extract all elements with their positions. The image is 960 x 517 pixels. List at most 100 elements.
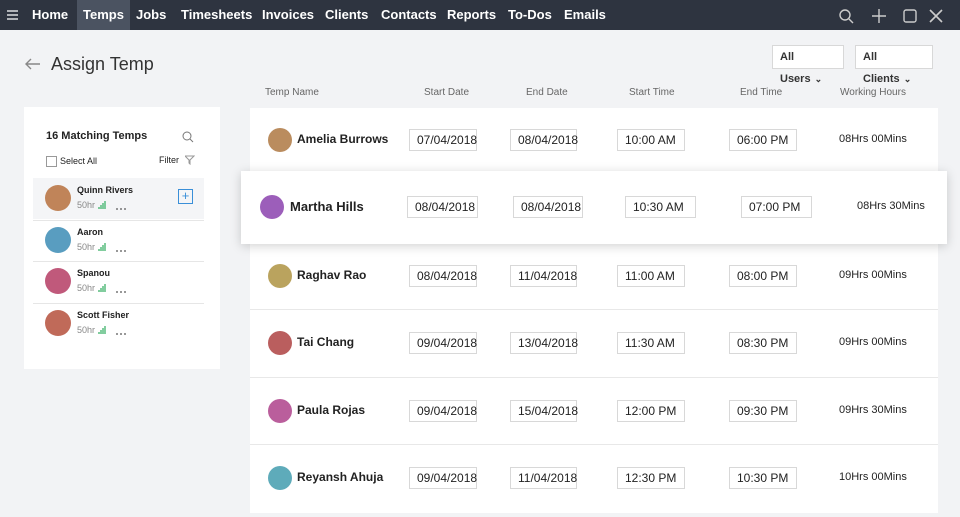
nav-bar: Home Temps Jobs Timesheets Invoices Clients Co… xyxy=(0,0,960,30)
filter-dropdown[interactable]: All Clients ⌄ xyxy=(855,45,933,85)
sidebar-title: 16 Matching Temps xyxy=(46,130,148,142)
nav-item[interactable]: Home xyxy=(32,7,69,22)
date-field[interactable]: 08/04/2018 xyxy=(407,196,478,218)
nav-item[interactable]: Jobs xyxy=(136,7,167,22)
highlighted-row xyxy=(241,171,947,244)
avatar xyxy=(45,185,71,211)
date-field[interactable]: 07/04/2018 xyxy=(409,129,477,151)
date-field[interactable]: 13/04/2018 xyxy=(510,332,578,354)
chevron: ⌄ xyxy=(903,74,912,84)
avatar xyxy=(45,268,71,294)
date-field[interactable]: 08/04/2018 xyxy=(510,129,578,151)
filter-text: All Clients xyxy=(863,51,900,85)
working-hours: 09Hrs 00Mins xyxy=(839,268,907,281)
temp-name: Tai Chang xyxy=(297,335,355,349)
time-field[interactable]: 10:30 AM xyxy=(625,196,696,218)
date-field[interactable]: 11/04/2018 xyxy=(510,264,577,287)
time-field[interactable]: 11:00 AM xyxy=(617,264,685,287)
temp-name: Spanou xyxy=(77,268,110,278)
nav-item[interactable]: Timesheets xyxy=(181,7,253,22)
chevron: ⌄ xyxy=(814,74,823,84)
time-field[interactable]: 11:30 AM xyxy=(617,332,685,354)
column-header: Start Time xyxy=(629,87,675,98)
filter-icon[interactable] xyxy=(185,155,195,165)
date-field[interactable]: 11/04/2018 xyxy=(510,466,577,489)
nav-item[interactable]: To-Dos xyxy=(508,7,552,22)
rating-icons xyxy=(98,284,126,293)
page-title: Assign Temp xyxy=(51,54,154,74)
date-field[interactable]: 09/04/2018 xyxy=(409,399,477,422)
filter-text: All Users xyxy=(780,51,811,85)
rating-icons xyxy=(98,242,126,252)
working-hours: 10Hrs 00Mins xyxy=(839,470,907,483)
divider xyxy=(33,261,204,262)
column-header: Start Date xyxy=(424,87,470,98)
avatar xyxy=(268,263,292,288)
date-field[interactable]: 15/04/2018 xyxy=(510,399,578,422)
date-field[interactable]: 09/04/2018 xyxy=(409,466,477,489)
nav-item[interactable]: Contacts xyxy=(381,7,437,22)
time-field[interactable]: 12:00 PM xyxy=(617,399,685,422)
filter-dropdown[interactable]: All Users ⌄ xyxy=(772,45,844,85)
temp-hours: 50hr xyxy=(77,241,96,252)
select-all[interactable]: Select All xyxy=(60,156,98,166)
divider xyxy=(33,302,204,304)
nav-item[interactable]: Clients xyxy=(325,7,369,22)
nav-item[interactable]: Reports xyxy=(447,7,497,22)
row-divider xyxy=(250,309,938,310)
time-field[interactable]: 08:00 PM xyxy=(729,264,797,287)
time-field[interactable]: 10:00 AM xyxy=(617,129,685,151)
temp-name: Aaron xyxy=(77,226,104,237)
temp-hours: 50hr xyxy=(77,200,96,210)
rating-icons xyxy=(98,201,126,210)
temp-name: Scott Fisher xyxy=(77,309,130,320)
time-field[interactable]: 09:30 PM xyxy=(729,399,797,422)
avatar xyxy=(268,128,292,152)
search-icon[interactable] xyxy=(182,131,194,143)
avatar xyxy=(45,309,71,336)
temp-name: Raghav Rao xyxy=(297,267,367,282)
working-hours: 08Hrs 00Mins xyxy=(839,133,907,145)
nav-item[interactable]: Invoices xyxy=(262,7,315,22)
toolbar-icons[interactable] xyxy=(838,8,948,24)
checkbox[interactable] xyxy=(46,156,57,167)
time-field[interactable]: 10:30 PM xyxy=(729,466,797,489)
time-field[interactable]: 06:00 PM xyxy=(729,129,797,151)
column-header: Working Hours xyxy=(840,87,906,98)
temp-name: Martha Hills xyxy=(290,199,364,214)
filter-label[interactable]: Filter xyxy=(159,155,179,165)
menu-icon[interactable] xyxy=(7,9,19,21)
sidebar: 16 Matching Temps Select All Filter Quin… xyxy=(24,107,220,369)
time-field[interactable]: 12:30 PM xyxy=(617,466,685,489)
date-field[interactable]: 08/04/2018 xyxy=(513,196,583,218)
working-hours: 08Hrs 30Mins xyxy=(857,200,925,212)
row-divider xyxy=(250,377,938,378)
avatar xyxy=(268,465,292,490)
avatar xyxy=(268,331,292,355)
date-field[interactable]: 08/04/2018 xyxy=(409,264,477,287)
temp-name: Quinn Rivers xyxy=(77,185,134,195)
working-hours: 09Hrs 00Mins xyxy=(839,336,907,348)
time-field[interactable]: 08:30 PM xyxy=(729,332,797,354)
temp-hours: 50hr xyxy=(77,324,96,335)
avatar xyxy=(268,398,292,423)
column-header: End Time xyxy=(740,87,783,98)
date-field[interactable]: 09/04/2018 xyxy=(409,332,477,354)
nav-item[interactable]: Temps xyxy=(77,0,130,30)
add-button[interactable]: + xyxy=(178,189,193,204)
nav-item[interactable]: Emails xyxy=(564,7,606,22)
temp-hours: 50hr xyxy=(77,283,96,293)
avatar xyxy=(45,226,71,253)
table xyxy=(250,108,938,513)
temp-name: Reyansh Ahuja xyxy=(297,469,384,484)
column-header: Temp Name xyxy=(265,87,319,98)
back-arrow[interactable] xyxy=(24,57,42,71)
temp-name: Paula Rojas xyxy=(297,402,366,417)
avatar xyxy=(260,195,284,219)
temp-name: Amelia Burrows xyxy=(297,132,389,146)
divider xyxy=(33,219,204,221)
row-divider xyxy=(250,444,938,445)
time-field[interactable]: 07:00 PM xyxy=(741,196,812,218)
